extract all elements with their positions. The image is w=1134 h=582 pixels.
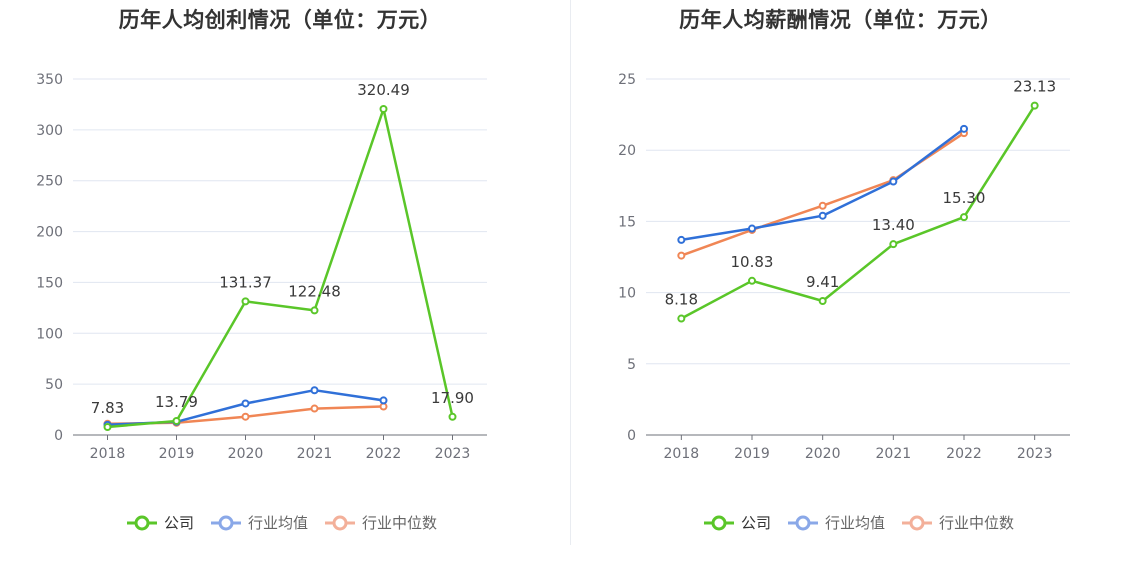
series-line <box>681 127 965 242</box>
legend-label: 公司 <box>163 514 194 532</box>
line-circle-icon <box>210 515 241 530</box>
data-label: 122.48 <box>288 282 341 300</box>
profit-per-capita-panel: 历年人均创利情况（单位：万元） 0 50 100 150 200 250 300 350 201… <box>0 8 565 533</box>
panel-divider <box>570 0 571 545</box>
y-tick-label: 0 <box>54 428 63 444</box>
data-label: 13.79 <box>155 393 198 411</box>
x-tick-label: 2018 <box>90 446 126 462</box>
data-label: 17.90 <box>431 389 474 407</box>
salary-per-capita-panel: 历年人均薪酬情况（单位：万元） 0 5 10 15 20 25 2018 2019 2020 20… <box>567 0 1134 582</box>
data-point <box>103 423 112 432</box>
x-tick-label: 2021 <box>876 446 912 462</box>
legend-item-company[interactable]: 公司 <box>126 512 194 533</box>
data-point <box>677 314 686 323</box>
y-tick-label: 0 <box>627 428 636 444</box>
data-point <box>241 412 250 421</box>
legend: 公司 行业均值 行业中位数 <box>575 512 1134 533</box>
data-point <box>818 297 827 306</box>
data-point <box>241 399 250 408</box>
series-line <box>680 132 965 257</box>
data-point <box>241 297 250 306</box>
data-label: 7.83 <box>91 399 124 417</box>
legend-label: 行业中位数 <box>939 514 1015 532</box>
data-label: 15.30 <box>943 189 986 207</box>
data-point <box>677 251 686 260</box>
profit-per-capita-chart: 0 50 100 150 200 250 300 350 2018 2019 2020 2021 202… <box>36 72 487 462</box>
data-label: 320.49 <box>357 81 410 99</box>
x-tick-label: 2021 <box>297 446 333 462</box>
data-point <box>889 240 898 249</box>
data-point <box>310 404 319 413</box>
x-tick-label: 2022 <box>366 446 402 462</box>
data-point <box>818 201 827 210</box>
data-label: 9.41 <box>806 273 839 291</box>
x-tick-label: 2023 <box>1017 446 1053 462</box>
data-label: 8.18 <box>665 291 698 309</box>
y-tick-label: 50 <box>45 377 63 393</box>
x-tick-label: 2019 <box>734 446 770 462</box>
y-tick-label: 15 <box>618 214 636 230</box>
x-tick-label: 2018 <box>664 446 700 462</box>
line-circle-icon <box>703 515 734 530</box>
y-tick-label: 20 <box>618 143 636 159</box>
series-line <box>107 107 454 429</box>
legend-item-industry-median[interactable]: 行业中位数 <box>324 512 437 533</box>
line-circle-icon <box>902 515 932 530</box>
x-tick-label: 2020 <box>805 446 841 462</box>
data-point <box>379 402 388 411</box>
legend-label: 公司 <box>740 514 771 532</box>
data-label: 131.37 <box>219 273 272 291</box>
data-point <box>448 412 457 421</box>
data-label: 23.13 <box>1013 78 1056 96</box>
line-circle-icon <box>787 515 818 530</box>
legend-item-industry-mean[interactable]: 行业均值 <box>210 512 308 533</box>
data-label: 13.40 <box>872 216 915 234</box>
x-tick-label: 2023 <box>435 446 471 462</box>
x-tick-label: 2019 <box>159 446 195 462</box>
data-point <box>379 396 388 405</box>
data-point <box>1030 101 1039 110</box>
line-circle-icon <box>325 515 355 530</box>
legend-item-industry-median[interactable]: 行业中位数 <box>901 512 1014 533</box>
data-point <box>960 124 968 133</box>
chart-title: 历年人均创利情况（单位：万元） <box>118 8 442 32</box>
data-point <box>310 386 319 395</box>
y-tick-label: 300 <box>36 123 63 139</box>
y-tick-label: 10 <box>618 286 636 302</box>
x-tick-label: 2022 <box>946 446 982 462</box>
series-line <box>680 104 1036 320</box>
legend-item-industry-mean[interactable]: 行业均值 <box>787 512 885 533</box>
y-tick-label: 100 <box>36 326 63 342</box>
data-label: 10.83 <box>731 253 774 271</box>
data-point <box>677 235 686 244</box>
data-point <box>172 416 181 425</box>
legend-item-company[interactable]: 公司 <box>703 512 771 533</box>
legend-label: 行业均值 <box>247 514 308 532</box>
data-point <box>818 211 827 220</box>
y-tick-label: 350 <box>36 72 63 88</box>
x-tick-label: 2020 <box>228 446 264 462</box>
data-point <box>889 177 898 186</box>
y-tick-label: 5 <box>627 357 636 373</box>
data-point <box>748 224 756 233</box>
data-point <box>748 276 756 285</box>
data-point <box>379 105 388 114</box>
y-tick-label: 200 <box>36 225 63 241</box>
y-tick-label: 150 <box>36 275 63 291</box>
y-tick-label: 25 <box>618 72 636 88</box>
legend: 公司 行业均值 行业中位数 <box>0 512 565 533</box>
data-point <box>310 306 319 315</box>
legend-label: 行业均值 <box>824 514 885 532</box>
data-point <box>960 213 968 222</box>
salary-per-capita-chart: 0 5 10 15 20 25 2018 2019 2020 2021 2022 2023 8.18 10… <box>618 72 1070 462</box>
legend-label: 行业中位数 <box>362 514 438 532</box>
line-circle-icon <box>126 515 157 530</box>
chart-title: 历年人均薪酬情况（单位：万元） <box>679 8 1002 32</box>
y-tick-label: 250 <box>36 174 63 190</box>
